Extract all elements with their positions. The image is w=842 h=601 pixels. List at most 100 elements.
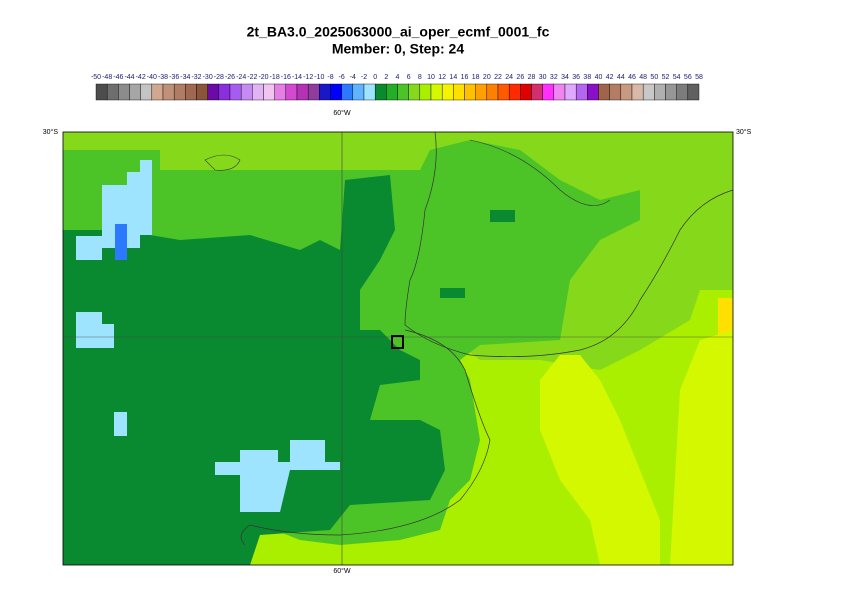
colorbar-box [196,83,208,101]
colorbar-box [162,83,175,101]
field-region [490,210,515,222]
colorbar-label: 32 [550,74,558,81]
map-frame [62,131,734,566]
colorbar-box [687,83,700,101]
colorbar-label: 30 [539,74,547,81]
colorbar-box [285,83,298,101]
colorbar-box [330,83,342,101]
colorbar-label: -24 [236,74,246,81]
colorbar-box [419,83,432,101]
colorbar-box [508,83,521,101]
colorbar-label: -46 [113,74,123,81]
colorbar-label: -32 [191,74,201,81]
colorbar-label: 16 [461,74,469,81]
colorbar-label: 10 [427,74,435,81]
colorbar-label: 46 [628,74,636,81]
field-patch [215,440,340,512]
colorbar-box [631,83,644,101]
colorbar-box [319,83,331,101]
colorbar-label: 24 [505,74,513,81]
colorbar-box [185,83,197,101]
colorbar-label: -16 [281,74,291,81]
field-patch [540,355,660,565]
colorbar-box [397,83,409,101]
field-region [63,175,445,565]
field-patch [114,412,127,436]
colorbar-box [486,83,499,101]
colorbar-box [252,83,264,101]
colorbar-label: -36 [169,74,179,81]
colorbar-label: 14 [449,74,457,81]
colorbar-box [363,83,376,101]
colorbar-label: -10 [314,74,324,81]
colorbar-box [374,83,387,101]
coastline [240,329,491,546]
field-patch [115,224,127,260]
colorbar-box [587,83,599,101]
colorbar-box [218,83,231,101]
colorbar-box [207,83,220,101]
subtitle: Member: 0, Step: 24 [332,41,464,57]
colorbar-box [598,83,610,101]
colorbar-label: 12 [438,74,446,81]
colorbar-box [151,83,164,101]
colorbar-box [441,83,454,101]
colorbar-label: 26 [516,74,524,81]
colorbar-label: -2 [361,74,367,81]
colorbar-box [240,83,253,101]
colorbar-label: 18 [472,74,480,81]
colorbar-box [575,83,588,101]
colorbar-label: -38 [158,74,168,81]
colorbar-box [173,83,186,101]
colorbar-label: -6 [339,74,345,81]
colorbar-label: -50 [91,74,101,81]
colorbar-label: 34 [561,74,569,81]
colorbar-label: 58 [695,74,703,81]
colorbar-box [263,83,275,101]
colorbar: -50 -48 -46 -44 -42 -40 -38 -36 -34 -32 -30 -28 -26-… [91,74,703,101]
colorbar-box [642,83,655,101]
colorbar-box [665,83,677,101]
colorbar-label: 44 [617,74,625,81]
colorbar-label: -20 [258,74,268,81]
colorbar-label: 2 [384,74,388,81]
colorbar-label: -34 [180,74,190,81]
colorbar-box [95,83,108,101]
colorbar-box [620,83,633,101]
colorbar-label: -40 [147,74,157,81]
colorbar-label: 38 [583,74,591,81]
colorbar-label: 50 [650,74,658,81]
field-region [440,288,465,298]
colorbar-box [654,83,666,101]
colorbar-box [609,83,622,101]
field-patch [76,160,152,260]
colorbar-box [408,83,421,101]
colorbar-label: -18 [270,74,280,81]
colorbar-box [118,83,130,101]
colorbar-box [229,83,242,101]
lon-label: 60°W [333,567,351,575]
map-field [63,132,733,565]
coastline [404,132,733,358]
title: 2t_BA3.0_2025063000_ai_oper_ecmf_0001_fc [247,24,550,40]
colorbar-label: 22 [494,74,502,81]
colorbar-label: 48 [639,74,647,81]
colorbar-box [274,83,287,101]
colorbar-box [564,83,577,101]
colorbar-label: -14 [292,74,302,81]
lat-label: 30°S [736,128,752,136]
colorbar-label: -28 [214,74,224,81]
colorbar-label: -12 [303,74,313,81]
colorbar-label: -4 [350,74,356,81]
colorbar-label: -22 [247,74,257,81]
colorbar-label: -8 [327,74,333,81]
location-marker [391,335,404,349]
colorbar-box [520,83,532,101]
colorbar-label: -44 [124,74,134,81]
colorbar-label: 36 [572,74,580,81]
colorbar-box [453,83,465,101]
border [469,139,611,206]
colorbar-box [430,83,443,101]
lon-label: 60°W [333,109,351,117]
